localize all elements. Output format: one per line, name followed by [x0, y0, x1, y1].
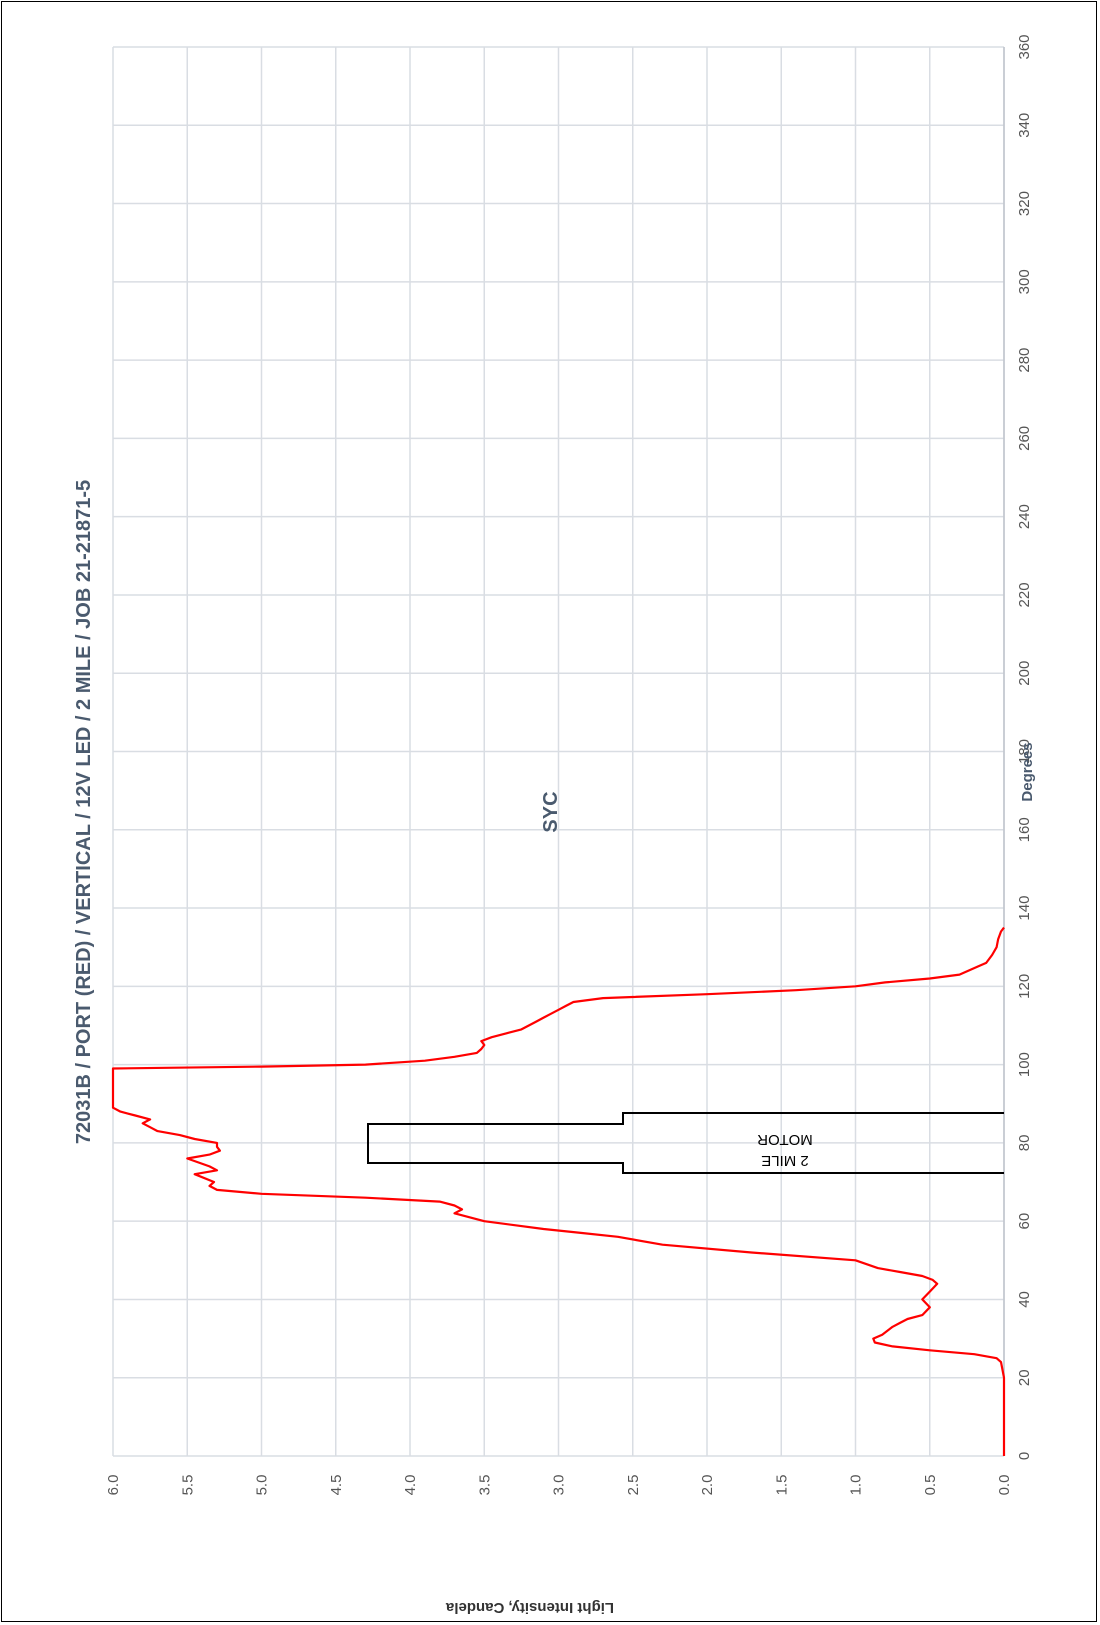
- y-tick-label: 5.0: [254, 1475, 271, 1496]
- series-line-0: [111, 926, 1006, 1456]
- x-tick-label: 240: [1016, 504, 1033, 529]
- x-tick-label: 260: [1016, 426, 1033, 451]
- y-tick-label: 1.5: [773, 1475, 790, 1496]
- y-tick-label: 1.0: [848, 1475, 865, 1496]
- x-tick-label: 140: [1016, 896, 1033, 921]
- y-tick-label: 3.0: [551, 1475, 568, 1496]
- x-tick-label: 100: [1016, 1052, 1033, 1077]
- y-axis-title: Light Intensity, Candela: [445, 1599, 614, 1616]
- annotation-line-2: MOTOR: [757, 1131, 813, 1148]
- y-tick-label: 2.0: [699, 1475, 716, 1496]
- y-tick-labels: 0.0 0.5 1.0 1.5 2.0 2.5 3.0 3.5 4.0 4.5 5.0 5.5 6.0: [105, 1475, 1013, 1496]
- x-tick-label: 0: [1016, 1452, 1033, 1460]
- y-tick-label: 3.5: [476, 1475, 493, 1496]
- x-tick-label: 20: [1016, 1369, 1033, 1386]
- annotation-outline: [367, 1112, 1004, 1174]
- y-tick-label: 2.5: [625, 1475, 642, 1496]
- x-tick-label: 120: [1016, 974, 1033, 999]
- annotation-box: 2 MILE MOTOR: [367, 1112, 1004, 1174]
- y-tick-label: 0.5: [922, 1475, 939, 1496]
- x-axis-title: Degrees: [1019, 742, 1036, 801]
- x-tick-label: 340: [1016, 113, 1033, 138]
- x-tick-label: 60: [1016, 1213, 1033, 1230]
- y-tick-label: 5.5: [179, 1475, 196, 1496]
- chart-title: SYC: [540, 791, 562, 832]
- y-tick-label: 4.5: [328, 1475, 345, 1496]
- annotation-line-1: 2 MILE: [761, 1152, 809, 1169]
- x-tick-label: 160: [1016, 817, 1033, 842]
- chart-subtitle: 72031B / PORT (RED) / VERTICAL / 12V LED…: [73, 480, 95, 1144]
- x-tick-label: 280: [1016, 348, 1033, 373]
- y-tick-label: 4.0: [402, 1475, 419, 1496]
- x-tick-label: 220: [1016, 582, 1033, 607]
- grid: [112, 46, 1005, 1457]
- series-group: [111, 926, 1006, 1456]
- x-tick-label: 80: [1016, 1135, 1033, 1152]
- y-tick-label: 0.0: [996, 1475, 1013, 1496]
- x-tick-label: 40: [1016, 1291, 1033, 1308]
- x-tick-label: 320: [1016, 191, 1033, 216]
- x-tick-labels: 0 20 40 60 80 100 120 140 160 180 200 220 240 260 280 3…: [1016, 34, 1033, 1460]
- x-tick-label: 200: [1016, 661, 1033, 686]
- y-tick-label: 6.0: [105, 1475, 122, 1496]
- x-tick-label: 300: [1016, 269, 1033, 294]
- x-tick-label: 360: [1016, 34, 1033, 59]
- x-tick-label: 180: [1016, 739, 1033, 764]
